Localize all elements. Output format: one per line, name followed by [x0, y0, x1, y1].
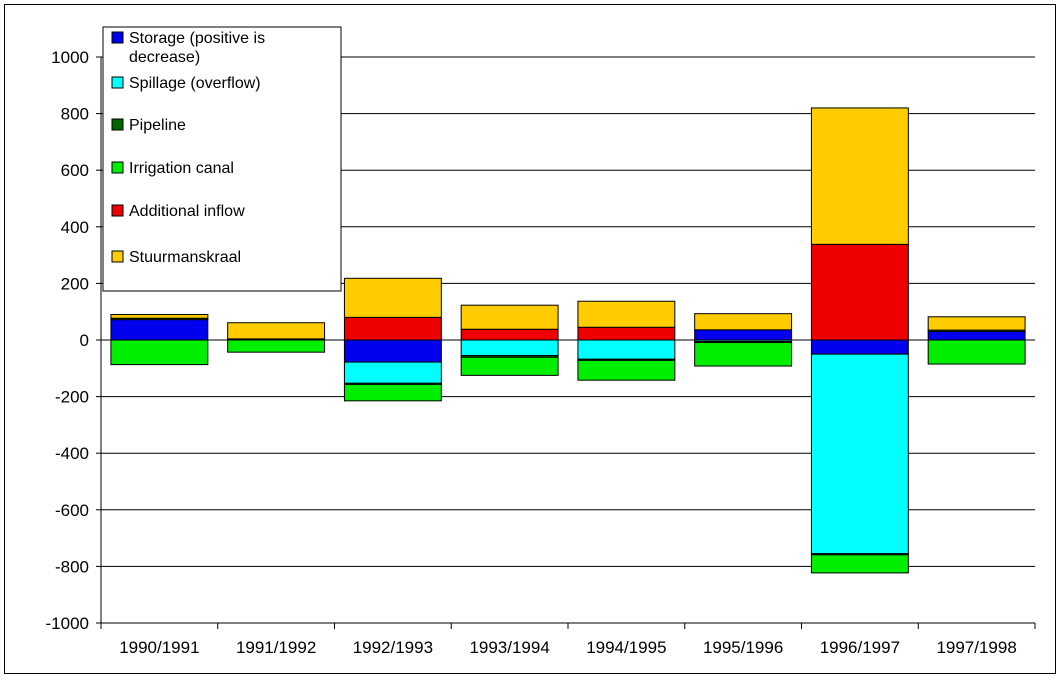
bar-segment [460, 328, 559, 341]
bar-segment [110, 314, 209, 319]
legend-box [102, 26, 342, 292]
bar-segment [343, 316, 442, 341]
x-tick-label: 1994/1995 [586, 638, 666, 657]
bar-segment [577, 359, 676, 381]
y-tick-label: 200 [61, 274, 89, 293]
bar-segment [343, 383, 442, 402]
legend-swatch [111, 250, 124, 263]
bar-segment [110, 319, 209, 341]
y-tick-label: 400 [61, 218, 89, 237]
bar-segment [810, 107, 909, 245]
bar-segment [343, 277, 442, 318]
y-tick-label: -200 [55, 388, 89, 407]
x-tick-label: 1996/1997 [820, 638, 900, 657]
legend-swatch [111, 161, 124, 174]
bar-segment [577, 339, 676, 360]
bar-segment [810, 554, 909, 574]
x-tick-label: 1993/1994 [469, 638, 549, 657]
bar-segment [227, 322, 326, 340]
legend-swatch [111, 118, 124, 131]
x-tick-label: 1992/1993 [353, 638, 433, 657]
bar-segment [227, 339, 326, 353]
chart-frame: 1000 800 600 400 200 0 -200 -400 -600 -800 -1000 19… [4, 4, 1056, 674]
bar-segment [343, 339, 442, 363]
y-tick-label: -800 [55, 557, 89, 576]
bar-segment [577, 326, 676, 341]
legend-swatch [111, 204, 124, 217]
legend-label: Storage (positive is decrease) [129, 30, 265, 66]
y-tick-label: 1000 [51, 48, 89, 67]
legend-swatch [111, 76, 124, 89]
bar-segment [460, 304, 559, 330]
y-tick-label: 800 [61, 105, 89, 124]
legend-label: Stuurmanskraal [129, 249, 241, 266]
legend-swatch [111, 31, 124, 44]
legend-label: Irrigation canal [129, 160, 234, 177]
bars [110, 107, 1026, 574]
chart-svg: 1000 800 600 400 200 0 -200 -400 -600 -800 -1000 19… [46, 26, 1036, 657]
bar-segment [927, 316, 1026, 331]
bar-segment [927, 339, 1026, 365]
legend: Storage (positive is decrease) Spillage (o… [102, 26, 342, 292]
legend-label: Pipeline [129, 117, 186, 134]
legend-label: Spillage (overflow) [129, 75, 261, 92]
y-tick-label: -1000 [46, 614, 89, 633]
legend-label: Additional inflow [129, 203, 245, 220]
bar-segment [694, 329, 793, 341]
axes: 1000 800 600 400 200 0 -200 -400 -600 -800 -1000 19… [46, 48, 1036, 657]
bar-segment [694, 313, 793, 331]
bar-segment [460, 356, 559, 376]
y-tick-label: -600 [55, 501, 89, 520]
bar-segment [577, 300, 676, 328]
bar-segment [460, 339, 559, 357]
y-tick-label: 0 [80, 331, 89, 350]
x-tick-label: 1991/1992 [236, 638, 316, 657]
y-tick-label: -400 [55, 444, 89, 463]
bar-segment [694, 342, 793, 367]
y-tick-label: 600 [61, 161, 89, 180]
bar-segment [810, 339, 909, 355]
x-tick-label: 1995/1996 [703, 638, 783, 657]
bar-segment [927, 331, 1026, 341]
x-tick-label: 1997/1998 [936, 638, 1016, 657]
bar-segment [343, 361, 442, 384]
bar-segment [110, 339, 209, 366]
bar-segment [810, 353, 909, 555]
bar-segment [810, 243, 909, 341]
x-tick-label: 1990/1991 [119, 638, 199, 657]
